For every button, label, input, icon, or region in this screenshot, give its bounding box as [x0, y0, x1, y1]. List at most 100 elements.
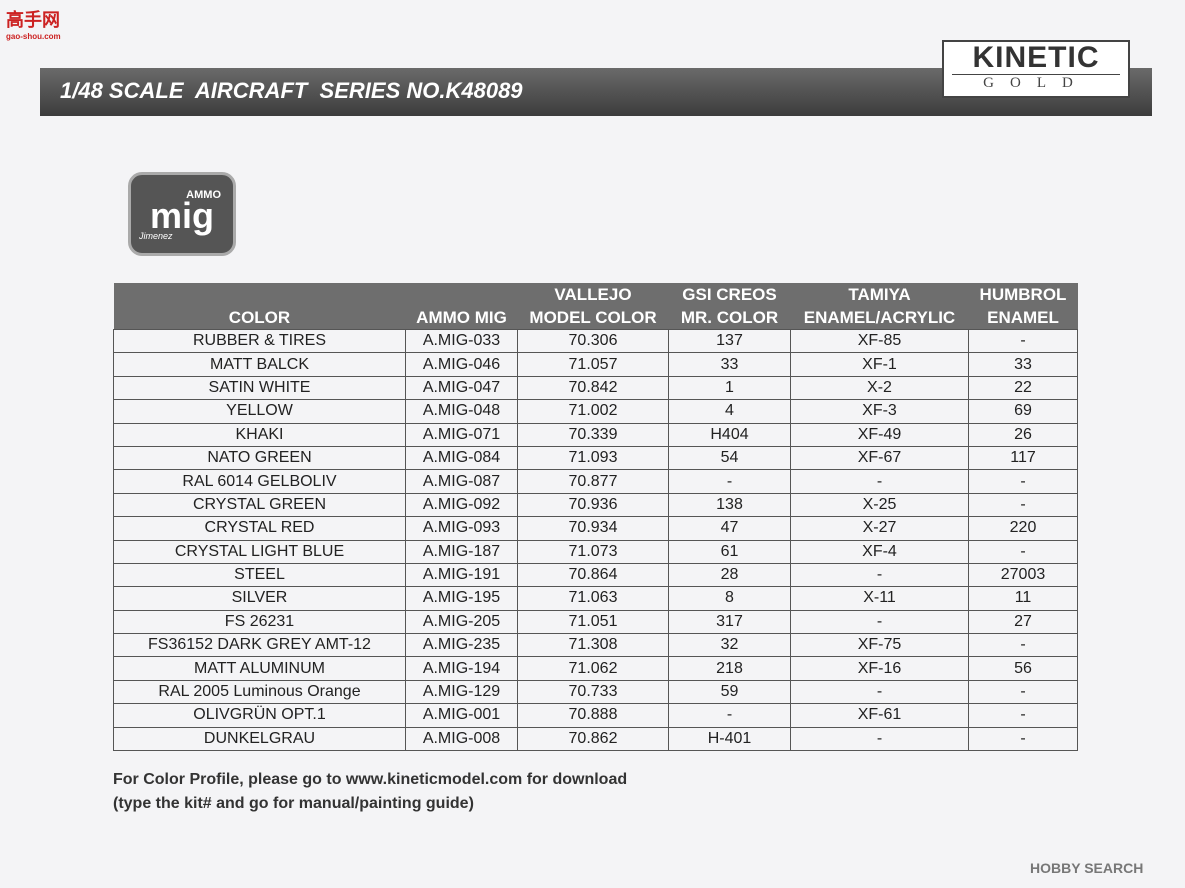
column-header: TAMIYA ENAMEL/ACRYLIC [790, 283, 969, 330]
header-line: VALLEJO [554, 285, 632, 304]
table-row: STEEL A.MIG-191 70.864 28-27003 [113, 562, 1078, 588]
table-cell: RAL 6014 GELBOLIV [113, 469, 406, 494]
footer-line: For Color Profile, please go to www.kine… [113, 771, 628, 788]
table-cell: KHAKI [113, 422, 406, 447]
table-cell: 22 [968, 375, 1078, 401]
table-cell: - [968, 492, 1078, 518]
table-cell: XF-61 [790, 703, 969, 728]
header-line: COLOR [228, 308, 291, 327]
table-cell: X-11 [790, 586, 969, 611]
header-line: GSI CREOS [682, 285, 777, 304]
table-cell: CRYSTAL RED [113, 516, 406, 541]
table-row: MATT ALUMINUM A.MIG-194 71.062 218 XF-16 56 [113, 656, 1078, 681]
brand: KINETIC [972, 41, 1100, 74]
table-cell: XF-3 [790, 399, 969, 424]
table-cell: A.MIG-008 [405, 726, 518, 752]
table-cell: A.MIG-235 [405, 633, 518, 658]
header-line: MODEL COLOR [529, 308, 657, 327]
table-cell: MATT BALCK [113, 352, 406, 377]
header-line: HUMBROL [979, 285, 1067, 304]
table-cell: A.MIG-033 [405, 328, 518, 354]
table-cell: H-401 [668, 726, 791, 752]
table-cell: MATT ALUMINUM [113, 656, 406, 681]
logo-top: AMMO [186, 189, 221, 201]
table-cell: 70.339 [517, 422, 669, 447]
table-cell: - [790, 679, 969, 705]
table-cell: - [968, 328, 1078, 354]
header-line: ENAMEL [987, 308, 1059, 327]
table-cell: - [968, 469, 1078, 494]
table-cell: 59 [668, 679, 791, 705]
header-line: TAMIYA [848, 285, 911, 304]
table-cell: A.MIG-048 [405, 399, 518, 424]
color-table: COLOR AMMO MIG VALLEJO MODEL COLOR GSI CREOS… [113, 283, 1078, 752]
brand-logo: KINETIC GOLD [942, 40, 1130, 98]
table-cell: 71.062 [517, 656, 669, 681]
table-cell: X-27 [790, 516, 969, 541]
table-cell: FS 26231 [113, 609, 406, 635]
table-cell: 26 [968, 422, 1078, 447]
table-row: CRYSTAL LIGHT BLUE A.MIG-187 71.073 61 XF-4- [113, 539, 1078, 564]
table-cell: 117 [968, 445, 1078, 471]
table-row: NATO GREEN A.MIG-084 71.093 54 XF-67 117 [113, 445, 1078, 471]
table-cell: A.MIG-071 [405, 422, 518, 447]
table-cell: 4 [668, 399, 791, 424]
header-line: AMMO MIG [416, 308, 507, 327]
table-cell: 70.877 [517, 469, 669, 494]
table-cell: FS36152 DARK GREY AMT-12 [113, 633, 406, 658]
table-row: RAL 2005 Luminous Orange A.MIG-129 70.733 5… [113, 679, 1078, 705]
table-cell: XF-4 [790, 539, 969, 564]
table-cell: 70.864 [517, 562, 669, 588]
logo-main: mig [149, 195, 214, 236]
table-cell: SILVER [113, 586, 406, 611]
table-cell: A.MIG-046 [405, 352, 518, 377]
table-cell: A.MIG-194 [405, 656, 518, 681]
column-header: VALLEJO MODEL COLOR [517, 283, 669, 330]
footer: For Color Profile, please go to www.kine… [113, 768, 627, 816]
table-cell: 11 [968, 586, 1078, 611]
watermark-url: gao-shou.com [6, 32, 61, 41]
table-cell: DUNKELGRAU [113, 726, 406, 752]
table-cell: 33 [968, 352, 1078, 377]
table-cell: - [968, 726, 1078, 752]
table-cell: 317 [668, 609, 791, 635]
table-cell: A.MIG-191 [405, 562, 518, 588]
table-cell: 28 [668, 562, 791, 588]
table-cell: A.MIG-047 [405, 375, 518, 401]
table-row: SATIN WHITE A.MIG-047 70.842 1 X-2 22 [113, 375, 1078, 401]
table-row: SILVER A.MIG-195 71.063 8 X-11 11 [113, 586, 1078, 611]
table-cell: 70.862 [517, 726, 669, 752]
table-row: RUBBER & TIRES A.MIG-033 70.306 137 XF-85- [113, 328, 1078, 354]
table-cell: 32 [668, 633, 791, 658]
table-cell: 70.936 [517, 492, 669, 518]
table-cell: 218 [668, 656, 791, 681]
table-cell: - [790, 726, 969, 752]
table-cell: 137 [668, 328, 791, 354]
table-cell: 54 [668, 445, 791, 471]
header-line: MR. COLOR [680, 308, 779, 327]
header-line: ENAMEL/ACRYLIC [803, 308, 956, 327]
table-cell: XF-16 [790, 656, 969, 681]
table-row: DUNKELGRAU A.MIG-008 70.862 H-401- - [113, 726, 1078, 752]
table-cell: 71.051 [517, 609, 669, 635]
table-cell: 27003 [968, 562, 1078, 588]
table-cell: - [968, 633, 1078, 658]
credit: HOBBY SEARCH [1030, 860, 1144, 876]
table-cell: - [968, 539, 1078, 564]
table-cell: NATO GREEN [113, 445, 406, 471]
footer-line: (type the kit# and go for manual/paintin… [113, 795, 474, 812]
table-cell: 70.842 [517, 375, 669, 401]
table-cell: H404 [668, 422, 791, 447]
table-row: OLIVGRÜN OPT.1 A.MIG-001 70.888- XF-61- [113, 703, 1078, 728]
table-cell: A.MIG-084 [405, 445, 518, 471]
table-cell: - [968, 703, 1078, 728]
table-cell: 56 [968, 656, 1078, 681]
table-cell: XF-75 [790, 633, 969, 658]
table-cell: A.MIG-087 [405, 469, 518, 494]
table-cell: 71.063 [517, 586, 669, 611]
table-cell: 70.306 [517, 328, 669, 354]
table-row: CRYSTAL GREEN A.MIG-092 70.936 138 X-25- [113, 492, 1078, 518]
table-cell: OLIVGRÜN OPT.1 [113, 703, 406, 728]
table-row: RAL 6014 GELBOLIV A.MIG-087 70.877- - - [113, 469, 1078, 494]
table-cell: X-2 [790, 375, 969, 401]
